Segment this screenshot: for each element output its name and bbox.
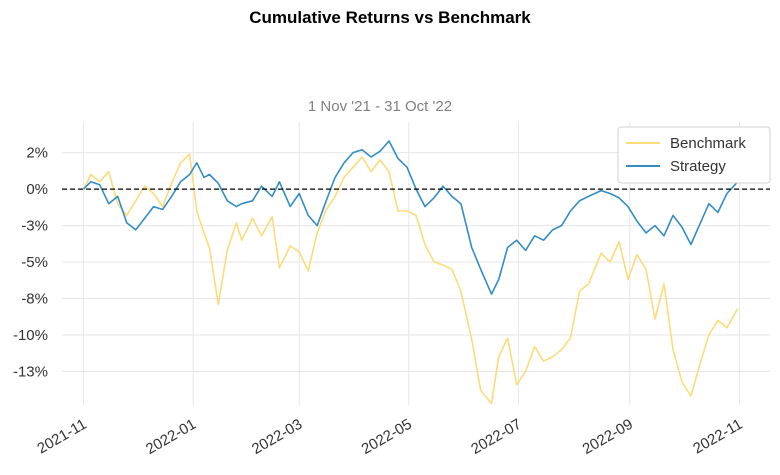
x-tick-label: 2022-05 — [359, 416, 415, 458]
y-tick-label: -3% — [21, 218, 48, 235]
legend-benchmark-label: Benchmark — [670, 135, 746, 152]
x-tick-label: 2022-09 — [580, 416, 636, 458]
y-tick-label: -13% — [13, 363, 48, 380]
x-tick-label: 2022-11 — [690, 416, 745, 458]
y-tick-label: 2% — [26, 145, 48, 162]
x-tick-label: 2022-01 — [143, 416, 199, 458]
x-tick-label: 2021-11 — [34, 416, 89, 458]
legend-box — [617, 126, 771, 184]
x-tick-labels: 2021-11 2022-01 2022-03 2022-05 2022-07 2022-… — [34, 416, 745, 458]
x-tick-label: 2022-03 — [249, 416, 305, 458]
y-tick-label: -8% — [21, 291, 48, 308]
benchmark-line — [82, 153, 739, 405]
strategy-line — [83, 140, 739, 295]
x-tick-label: 2022-07 — [468, 416, 524, 458]
y-tick-labels: 2% 0% -3% -5% -8% -10% -13% — [13, 145, 48, 381]
legend: Benchmark Strategy — [617, 126, 771, 184]
y-tick-label: 0% — [26, 181, 48, 198]
legend-strategy-label: Strategy — [670, 158, 726, 175]
series-layer — [82, 140, 739, 405]
y-tick-label: -10% — [13, 327, 48, 344]
y-tick-label: -5% — [21, 254, 48, 271]
chart-title: Cumulative Returns vs Benchmark — [249, 8, 531, 27]
chart-subtitle: 1 Nov '21 - 31 Oct '22 — [307, 98, 453, 115]
